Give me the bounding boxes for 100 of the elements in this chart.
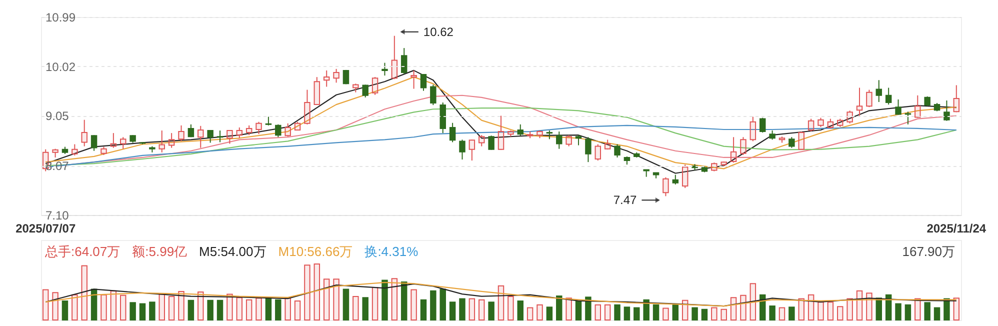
candlestick	[662, 176, 669, 197]
candlestick	[740, 136, 746, 156]
bar	[953, 298, 960, 320]
bar	[818, 302, 824, 320]
bar	[52, 292, 58, 320]
bar	[410, 289, 417, 320]
bar	[614, 304, 620, 320]
bar	[904, 304, 912, 320]
bar	[468, 298, 476, 320]
bar	[798, 298, 804, 320]
bar	[846, 298, 853, 320]
bar	[100, 294, 107, 320]
candlestick	[750, 116, 756, 142]
annotation: 7.47	[613, 193, 638, 208]
bar	[498, 285, 504, 320]
bar	[110, 290, 117, 320]
bar	[90, 288, 98, 320]
bar	[566, 298, 572, 320]
text: M5:54.00万	[199, 244, 266, 259]
bar	[634, 307, 640, 320]
bar	[400, 281, 408, 320]
bar	[778, 307, 786, 320]
bar	[168, 296, 175, 320]
bar	[711, 307, 718, 320]
text: 换:4.31%	[364, 244, 419, 259]
bar	[594, 304, 602, 320]
text: M10:56.66万	[278, 244, 353, 259]
candlestick	[468, 140, 476, 162]
candlestick	[52, 148, 58, 158]
bar	[130, 302, 136, 320]
bar	[478, 299, 485, 320]
bar	[488, 302, 494, 320]
bar	[604, 304, 611, 320]
bar	[420, 299, 427, 320]
bar	[62, 300, 68, 320]
candlestick	[778, 136, 786, 144]
candlestick	[304, 89, 310, 125]
candlestick	[100, 146, 107, 156]
bar	[314, 264, 320, 320]
candlestick	[866, 89, 872, 108]
candlestick	[837, 118, 844, 128]
bar	[158, 294, 165, 320]
candlestick	[391, 35, 398, 80]
bar	[508, 296, 514, 320]
bar	[934, 307, 940, 320]
bar	[701, 308, 708, 320]
candlestick	[198, 125, 204, 148]
bar	[837, 306, 844, 320]
candlestick	[372, 76, 378, 96]
candlestick	[856, 87, 863, 116]
bar	[275, 299, 282, 320]
bar	[662, 308, 669, 320]
bar	[382, 280, 388, 320]
candlestick	[226, 130, 233, 144]
candlestick	[410, 70, 417, 90]
bar	[246, 299, 252, 320]
bar	[730, 297, 737, 320]
bar	[304, 264, 310, 320]
bar	[536, 304, 543, 320]
bar	[692, 307, 698, 320]
candlestick	[478, 134, 485, 147]
bar	[672, 304, 679, 320]
candlestick	[498, 115, 504, 150]
bar	[624, 306, 630, 320]
bar	[323, 278, 330, 320]
candlestick	[352, 83, 359, 93]
bar	[333, 278, 340, 320]
bar	[643, 299, 650, 320]
bar	[139, 303, 146, 320]
text: 额:5.99亿	[132, 244, 188, 259]
bar	[924, 302, 930, 320]
candlestick	[711, 162, 718, 172]
bar	[682, 300, 688, 320]
candlestick	[526, 131, 534, 139]
bar	[449, 302, 456, 320]
bar	[914, 298, 921, 320]
candlestick	[730, 136, 737, 164]
candlestick	[846, 110, 853, 124]
bar	[352, 296, 359, 320]
text: 167.90万	[902, 244, 955, 259]
bar	[526, 307, 534, 320]
bar	[459, 298, 466, 320]
bar	[556, 295, 562, 320]
bar	[430, 290, 436, 320]
bar	[207, 300, 214, 320]
annotation: 10.62	[423, 24, 454, 39]
candlestick	[72, 144, 78, 156]
candlestick	[508, 130, 514, 138]
candlestick	[246, 124, 252, 136]
y-tick-label: 9.05	[46, 109, 70, 124]
candlestick	[604, 139, 611, 150]
bar	[226, 294, 233, 320]
text: 总手:64.07万	[44, 244, 120, 259]
bar	[895, 303, 902, 320]
bar	[546, 306, 553, 320]
candlestick	[808, 118, 814, 132]
bar	[294, 300, 301, 320]
candlestick	[168, 132, 175, 148]
candlestick	[566, 134, 572, 147]
candlestick	[953, 84, 960, 112]
